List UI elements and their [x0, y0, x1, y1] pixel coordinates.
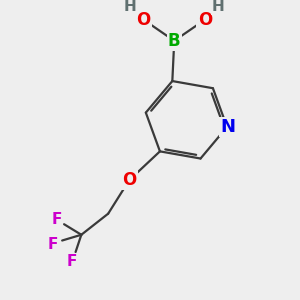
Text: H: H [212, 0, 225, 14]
Text: F: F [51, 212, 62, 227]
Text: N: N [220, 118, 236, 136]
Text: O: O [122, 171, 136, 189]
Text: F: F [67, 254, 77, 269]
Text: O: O [136, 11, 151, 29]
Text: F: F [47, 237, 58, 252]
Text: B: B [168, 32, 181, 50]
Text: O: O [198, 11, 212, 29]
Text: H: H [124, 0, 136, 14]
